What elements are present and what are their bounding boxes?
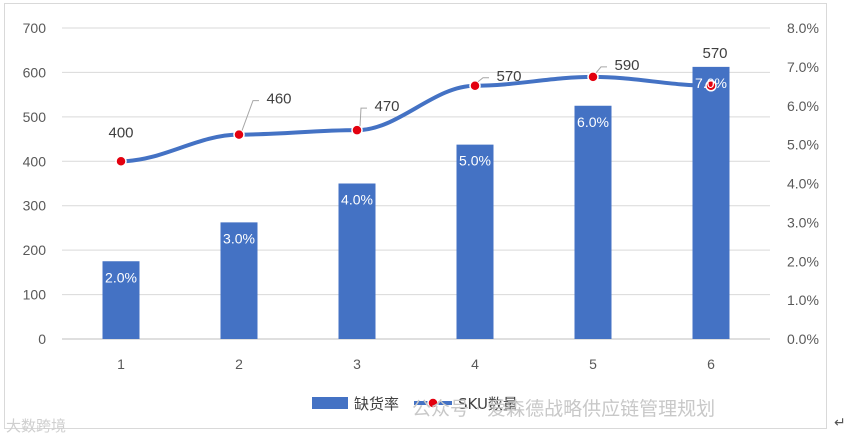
y-left-tick-label: 600 — [23, 64, 47, 80]
legend-swatch-bar — [312, 397, 348, 409]
y-left-tick-label: 500 — [23, 109, 47, 125]
bar — [692, 66, 730, 339]
x-tick-label: 3 — [353, 356, 361, 372]
data-labels: 2.0% 3.0% 4.0% 5.0% 6.0% 7.0% 400 460 470 570 590 5… — [105, 45, 727, 285]
line-data-label: 400 — [108, 124, 133, 141]
y-right-tick-label: 3.0% — [787, 214, 819, 230]
y-left-tick-label: 200 — [23, 242, 47, 258]
leader-line — [595, 66, 607, 74]
y-right-tick-label: 4.0% — [787, 176, 819, 192]
line-marker — [115, 155, 127, 168]
chart-frame — [4, 3, 827, 429]
y-left-tick-label: 300 — [23, 198, 47, 214]
bar-data-label: 3.0% — [223, 230, 255, 246]
x-tick-label: 2 — [235, 356, 243, 372]
bar-data-label: 2.0% — [105, 269, 137, 285]
paragraph-mark: ↵ — [834, 414, 846, 430]
x-tick-label: 4 — [471, 356, 479, 372]
y-right-tick-label: 0.0% — [787, 331, 819, 347]
bar-data-label: 6.0% — [577, 114, 609, 130]
line-marker — [233, 128, 245, 141]
y-right-tick-label: 1.0% — [787, 292, 819, 308]
bar — [102, 261, 140, 339]
line-series-path — [120, 74, 712, 164]
bar-data-label: 7.0% — [695, 75, 727, 91]
y-left-tick-label: 700 — [23, 20, 47, 36]
line-data-label: 570 — [496, 68, 521, 85]
bar — [338, 183, 376, 339]
bar-series — [102, 66, 730, 339]
line-marker — [587, 71, 599, 83]
watermark-text: 公众号 · 爱森德战略供应链管理规划 — [412, 398, 716, 420]
legend: 缺货率 SKU数量 — [312, 395, 518, 413]
line-series — [115, 71, 717, 168]
leader-line — [477, 77, 489, 83]
bar-data-label: 5.0% — [459, 153, 491, 169]
line-marker — [705, 80, 717, 92]
axes: 0 100 200 300 400 500 600 700 0.0% 1.0% 2.0% 3.0% 4.… — [23, 20, 819, 372]
legend-label-bar: 缺货率 — [354, 395, 399, 413]
line-marker — [469, 80, 481, 92]
bar — [574, 105, 612, 339]
y-left-tick-label: 0 — [38, 331, 46, 347]
y-right-tick-label: 6.0% — [787, 98, 819, 114]
y-right-tick-label: 8.0% — [787, 20, 819, 36]
x-tick-label: 5 — [589, 356, 597, 372]
y-right-tick-label: 2.0% — [787, 253, 819, 269]
line-data-label: 470 — [374, 98, 399, 115]
x-tick-label: 1 — [117, 356, 125, 372]
legend-label-line: SKU数量 — [458, 395, 518, 413]
line-marker — [351, 124, 363, 136]
y-left-tick-label: 400 — [23, 153, 47, 169]
bar — [456, 144, 494, 339]
leader-line — [241, 100, 259, 131]
line-data-label: 460 — [266, 91, 291, 108]
x-tick-label: 6 — [707, 356, 715, 372]
y-left-tick-label: 100 — [23, 287, 47, 303]
bar — [220, 222, 258, 339]
line-data-label: 590 — [614, 57, 639, 74]
line-data-label: 570 — [702, 45, 727, 62]
legend-swatch-marker — [427, 397, 439, 409]
watermark-logo-text: 大数跨境 — [6, 417, 67, 435]
gridlines — [62, 27, 770, 340]
y-right-tick-label: 5.0% — [787, 137, 819, 153]
bar-data-label: 4.0% — [341, 192, 373, 208]
leader-line — [359, 107, 367, 127]
y-right-tick-label: 7.0% — [787, 59, 819, 75]
